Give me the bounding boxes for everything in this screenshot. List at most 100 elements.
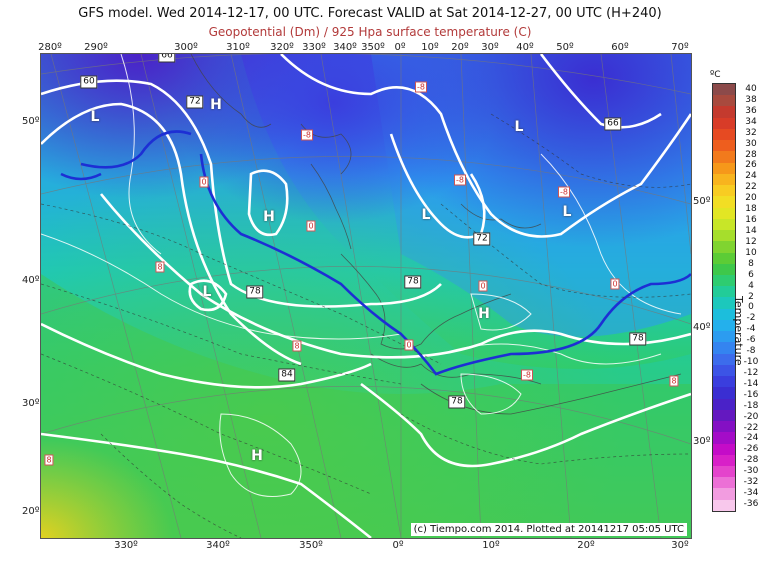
colorbar-swatch [713,196,735,208]
lon-label: 40º [516,42,534,53]
colorbar-swatch [713,443,735,455]
lon-label: 330º [114,540,138,551]
geopotential-label: 78 [448,395,466,409]
pressure-center-label: L [562,204,572,220]
colorbar-swatch [713,117,735,129]
colorbar-tick-label: -20 [743,411,759,422]
colorbar-swatch [713,319,735,332]
colorbar-swatch [713,84,735,96]
colorbar-tick-label: -26 [743,444,759,455]
colorbar-tick-label: 4 [748,280,754,291]
colorbar-swatch [713,128,735,141]
colorbar-swatch [713,454,735,466]
pressure-center-label: L [202,284,212,300]
colorbar-swatch [713,106,735,118]
pressure-center-label: H [210,97,222,113]
temperature-colorbar [712,83,736,512]
lon-label: 290º [84,42,108,53]
colorbar-tick-label: 16 [745,215,757,226]
pressure-center-label: H [251,448,263,464]
colorbar-swatch [713,308,735,320]
colorbar-swatch [713,297,735,309]
lon-label: 310º [226,42,250,53]
colorbar-tick-label: 40 [745,84,757,94]
lon-label: 320º [270,42,294,53]
colorbar-tick-label: -30 [743,466,759,477]
colorbar-swatch [713,252,735,264]
lon-label: 280º [38,42,62,53]
weather-map: L H L H L L L H H H 60 72 66 72 78 78 84… [40,53,692,539]
temperature-label: -8 [558,186,570,198]
colorbar-tick-label: 32 [745,127,757,138]
colorbar-swatch [713,95,735,107]
colorbar-tick-label: 22 [745,182,757,193]
colorbar-tick-label: 38 [745,94,757,105]
colorbar-swatch [713,376,735,388]
colorbar-swatch [713,230,735,242]
colorbar-swatch [713,398,735,410]
colorbar-swatch [713,488,735,500]
colorbar-tick-label: -8 [746,346,756,357]
lat-label: 30º [22,398,40,409]
colorbar-tick-label: -10 [743,357,759,368]
bottom-longitude-labels: 330º 340º 350º 0º 10º 20º 30º [0,540,772,554]
lat-label: 40º [22,275,40,286]
colorbar-swatch [713,353,735,365]
geopotential-label: 72 [473,232,491,246]
temperature-label: -8 [454,174,466,186]
geopotential-label: 66 [158,54,176,63]
lon-label: 340º [333,42,357,53]
lon-label: 30º [671,540,689,551]
colorbar-swatch [713,263,735,275]
colorbar-tick-label: 0 [748,302,754,313]
lat-label: 40º [693,322,711,333]
lon-label: 60º [611,42,629,53]
colorbar-swatch [713,499,735,511]
lon-label: 330º [302,42,326,53]
colorbar-tick-label: -24 [743,433,759,444]
geopotential-label: 78 [629,332,647,346]
colorbar-swatch [713,477,735,489]
top-longitude-labels: 280º 290º 300º 310º 320º 330º 340º 350º … [0,42,772,56]
colorbar-tick-label: 18 [745,204,757,215]
colorbar-tick-label: -12 [743,367,759,378]
colorbar-tick-label: 20 [745,193,757,204]
colorbar-tick-label: -22 [743,422,759,433]
temperature-label: -8 [415,81,427,93]
colorbar-swatch [713,421,735,433]
lon-label: 0º [394,42,406,53]
colorbar-tick-label: 8 [748,258,754,269]
lon-label: 0º [392,540,404,551]
colorbar-tick-label: -16 [743,389,759,400]
temperature-label: 0 [199,176,209,188]
colorbar-swatch [713,331,735,343]
colorbar-tick-label: -18 [743,400,759,411]
pressure-center-label: L [90,109,100,125]
colorbar-tick-label: -28 [743,455,759,466]
colorbar-swatch [713,364,735,377]
geopotential-label: 72 [186,95,204,109]
colorbar-swatch [713,185,735,197]
colorbar-swatch [713,465,735,478]
colorbar-tick-label: -2 [746,313,756,324]
colorbar-swatch [713,286,735,298]
lon-label: 350º [361,42,385,53]
temperature-label: 8 [155,261,165,273]
colorbar-swatch [713,207,735,219]
temperature-label: 8 [292,340,302,352]
map-title: GFS model. Wed 2014-12-17, 00 UTC. Forec… [78,6,662,21]
temperature-label: 0 [404,339,414,351]
credit-text: (c) Tiempo.com 2014. Plotted at 20141217… [410,523,687,536]
pressure-center-label: L [514,119,524,135]
pressure-center-label: H [478,306,490,322]
lon-label: 20º [451,42,469,53]
colorbar-tick-label: -32 [743,477,759,488]
lon-label: 30º [481,42,499,53]
colorbar-swatch [713,218,735,231]
colorbar-unit: ºC [710,70,721,80]
colorbar-tick-label: 26 [745,160,757,171]
map-subtitle: Geopotential (Dm) / 925 Hpa surface temp… [208,25,532,39]
colorbar-swatch [713,387,735,399]
pressure-center-label: H [263,209,275,225]
colorbar-tick-label: -6 [746,335,756,346]
